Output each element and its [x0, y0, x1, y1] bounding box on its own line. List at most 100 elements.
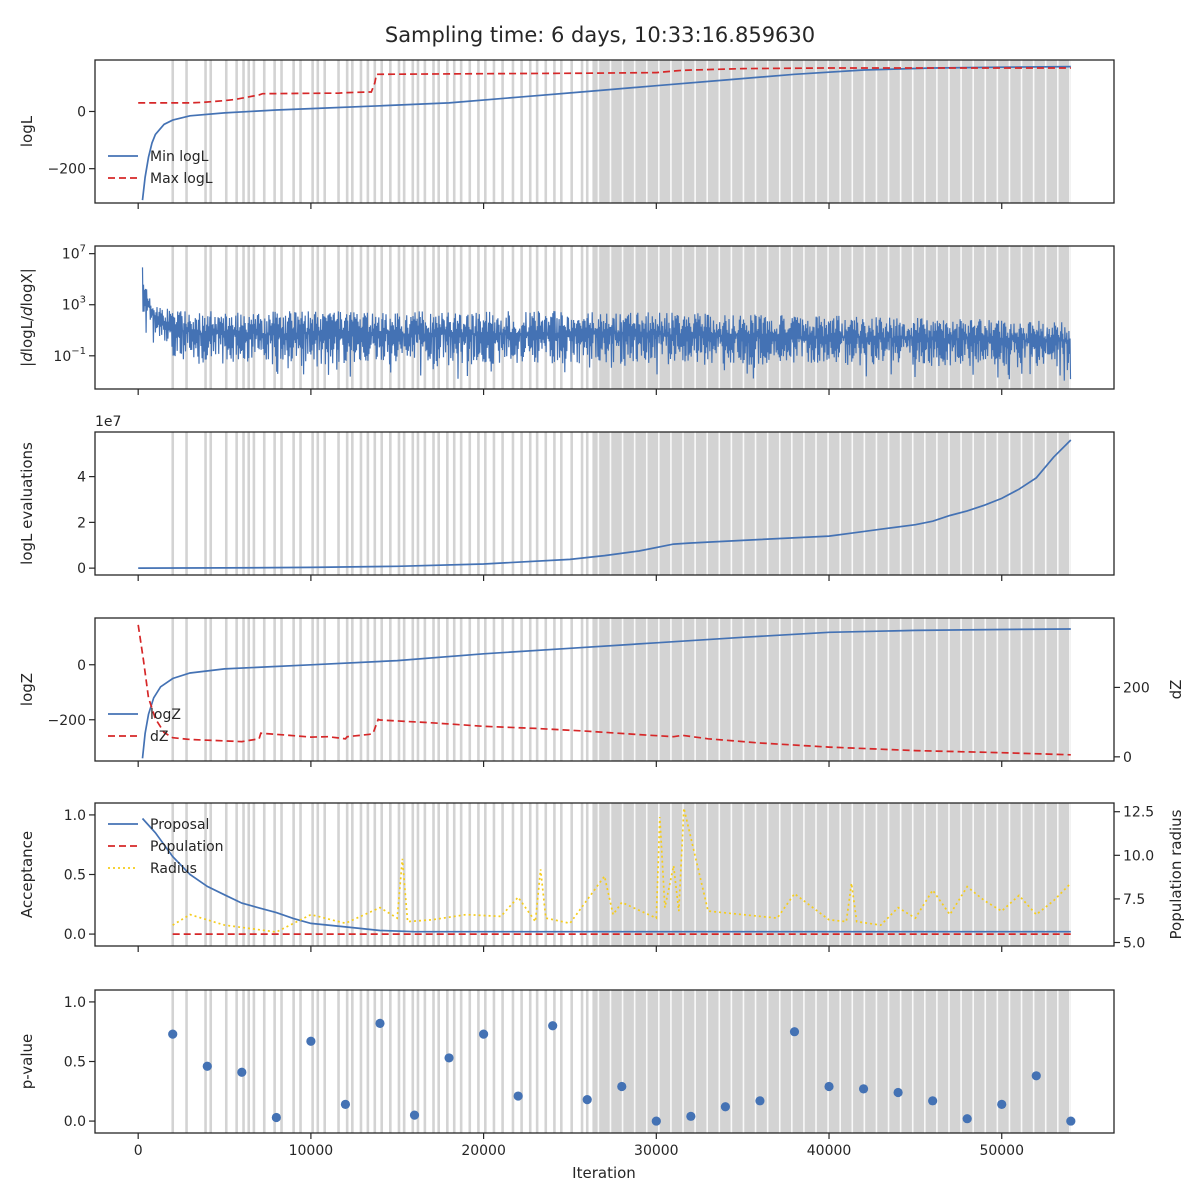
shaded-gap [718, 60, 721, 203]
shaded-line [351, 803, 354, 946]
shaded-gap [645, 618, 648, 761]
x-tick-label: 50000 [979, 1143, 1024, 1159]
shaded-line [553, 618, 556, 761]
x-tick-label: 40000 [807, 1143, 852, 1159]
shaded-gap [887, 246, 890, 389]
shaded-line [432, 60, 435, 203]
shaded-gap [694, 60, 696, 203]
shaded-gap [670, 990, 672, 1133]
shaded-line [247, 990, 251, 1133]
shaded-line [411, 60, 415, 203]
shaded-gap [754, 60, 757, 203]
shaded-line [535, 432, 539, 575]
shaded-gap [960, 60, 962, 203]
shaded-gap [803, 618, 805, 761]
shaded-gap [972, 432, 974, 575]
shaded-line [337, 990, 340, 1133]
shaded-line [292, 60, 295, 203]
shaded-line [337, 432, 340, 575]
shaded-line [224, 60, 228, 203]
shaded-gap [706, 990, 708, 1133]
series-line-1 [138, 439, 1072, 569]
legend-label: dZ [150, 729, 168, 745]
shaded-line [585, 990, 589, 1133]
y-tick-label: 0 [77, 104, 86, 120]
shaded-gap [984, 246, 987, 389]
shaded-line [252, 990, 256, 1133]
y-tick-label: 0.5 [64, 868, 86, 884]
shaded-gap [682, 803, 684, 946]
shaded-line [235, 432, 238, 575]
shaded-gap [936, 618, 938, 761]
shaded-gap [936, 246, 938, 389]
shaded-line [235, 990, 238, 1133]
shaded-gap [778, 432, 781, 575]
shaded-line [423, 803, 427, 946]
shaded-line [204, 60, 207, 203]
shaded-gap [875, 803, 878, 946]
shaded-gap [960, 246, 962, 389]
shaded-line [224, 803, 228, 946]
shaded-line [511, 432, 515, 575]
shaded-gap [658, 803, 660, 946]
data-point [1066, 1116, 1076, 1126]
plot-area [138, 60, 1071, 203]
shaded-gap [1044, 803, 1047, 946]
shaded-gap [887, 990, 890, 1133]
shaded-line [411, 803, 415, 946]
shaded-line [397, 803, 401, 946]
shaded-gap [839, 990, 841, 1133]
shaded-line [402, 618, 406, 761]
shaded-line [511, 990, 515, 1133]
shaded-line [242, 432, 245, 575]
shaded-gap [791, 803, 793, 946]
shaded-line [209, 803, 213, 946]
shaded-line [389, 803, 392, 946]
y-axis-label: logZ [18, 673, 36, 706]
shaded-line [416, 990, 420, 1133]
shaded-line [209, 990, 213, 1133]
shaded-line [452, 990, 456, 1133]
data-point [479, 1029, 489, 1039]
legend-label: Radius [150, 861, 197, 877]
series-line-2 [137, 624, 1071, 756]
shaded-gap [609, 990, 612, 1133]
shaded-gap [766, 60, 769, 203]
shaded-line [484, 803, 487, 946]
shaded-gap [670, 618, 672, 761]
shaded-gap [633, 990, 636, 1133]
data-point [237, 1067, 247, 1077]
shaded-gap [658, 618, 660, 761]
shaded-line [262, 246, 266, 389]
data-point [271, 1112, 281, 1123]
shaded-line [345, 60, 349, 203]
shaded-line [585, 246, 589, 389]
shaded-line [351, 60, 354, 203]
shaded-gap [1044, 618, 1047, 761]
shaded-gap [839, 60, 841, 203]
shaded-gap [1069, 990, 1071, 1133]
shaded-line [316, 618, 320, 761]
shaded-gap [791, 60, 793, 203]
shaded-gap [984, 60, 987, 203]
shaded-line [280, 432, 283, 575]
shaded-line [484, 246, 487, 389]
shaded-line [553, 60, 556, 203]
shaded-gap [1044, 60, 1047, 203]
shaded-line [402, 990, 406, 1133]
shaded-gap [827, 618, 829, 761]
shaded-gap [948, 60, 950, 203]
shaded-gap [718, 990, 721, 1133]
shaded-gap [682, 60, 684, 203]
series-line-2 [138, 67, 1071, 104]
shaded-line [484, 990, 487, 1133]
shaded-gap [911, 618, 914, 761]
plot-area [137, 618, 1071, 761]
shaded-line [544, 60, 548, 203]
shaded-regions [171, 618, 1071, 761]
shaded-line [209, 618, 213, 761]
shaded-line [204, 246, 207, 389]
shaded-line [511, 618, 515, 761]
panel-3: 0 2 4 logL evaluations 1e7 [18, 414, 1115, 581]
shaded-line [432, 803, 435, 946]
